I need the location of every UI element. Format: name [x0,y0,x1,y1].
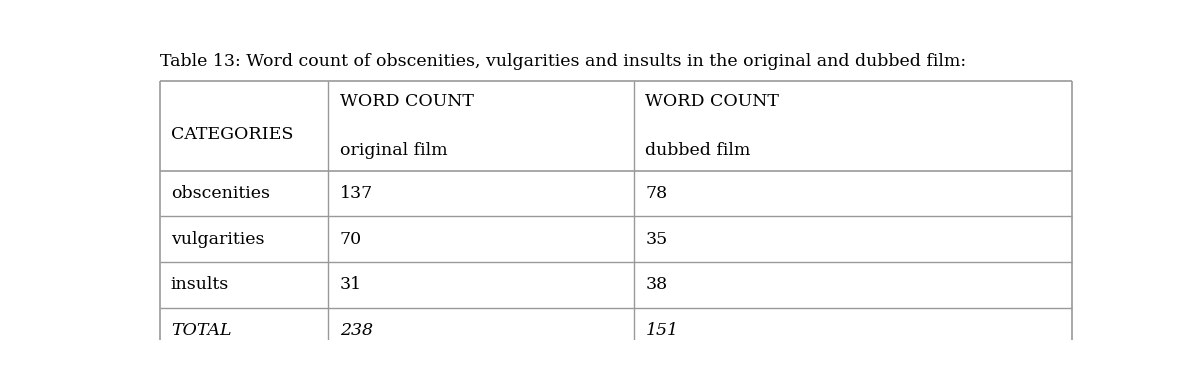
Text: 70: 70 [340,231,362,248]
Text: Table 13: Word count of obscenities, vulgarities and insults in the original and: Table 13: Word count of obscenities, vul… [160,53,965,70]
Text: 78: 78 [645,185,667,202]
Text: 137: 137 [340,185,373,202]
Text: 35: 35 [645,231,668,248]
Text: 31: 31 [340,276,362,293]
Text: CATEGORIES: CATEGORIES [171,126,293,143]
Text: WORD COUNT: WORD COUNT [340,93,474,110]
Text: WORD COUNT: WORD COUNT [645,93,779,110]
Text: 151: 151 [645,322,678,339]
Text: insults: insults [171,276,230,293]
Text: 238: 238 [340,322,373,339]
Text: 38: 38 [645,276,667,293]
Text: obscenities: obscenities [171,185,269,202]
Text: TOTAL: TOTAL [171,322,231,339]
Text: dubbed film: dubbed film [645,142,751,159]
Text: original film: original film [340,142,447,159]
Text: vulgarities: vulgarities [171,231,264,248]
